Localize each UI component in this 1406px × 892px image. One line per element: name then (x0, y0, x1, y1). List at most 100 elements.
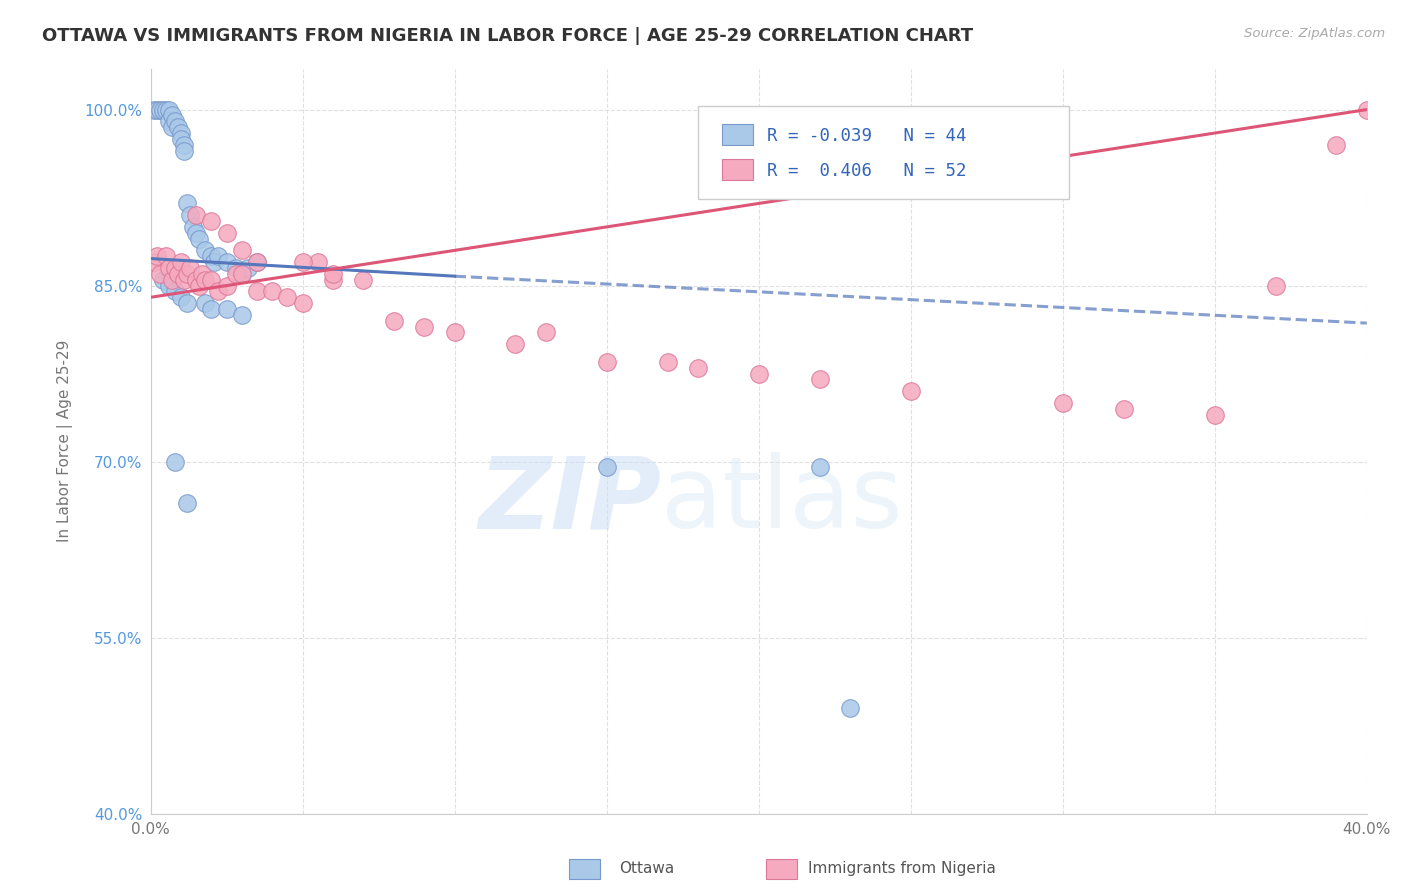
Point (142, 255, 165, 269)
Point (163, 454, 186, 468)
Text: R =  0.406   N = 52: R = 0.406 N = 52 (768, 161, 967, 179)
Text: ZIP: ZIP (478, 452, 661, 549)
Point (246, 285, 269, 299)
Point (186, 226, 208, 240)
Point (170, 290, 193, 304)
Point (443, 326, 465, 340)
Point (322, 267, 344, 281)
Point (167, 267, 190, 281)
Point (145, 103, 167, 117)
Point (157, 114, 180, 128)
Point (1204, 408, 1226, 422)
Point (167, 120, 190, 135)
Point (194, 296, 217, 310)
Bar (766, 859, 797, 879)
Point (246, 255, 269, 269)
Point (186, 208, 208, 222)
Point (155, 103, 177, 117)
FancyBboxPatch shape (723, 159, 752, 179)
Point (179, 260, 201, 275)
Point (686, 360, 709, 375)
Point (1052, 396, 1074, 410)
Point (534, 326, 557, 340)
Point (808, 460, 831, 475)
Point (215, 226, 238, 240)
Point (188, 232, 211, 246)
Point (179, 208, 201, 222)
Text: OTTAWA VS IMMIGRANTS FROM NIGERIA IN LABOR FORCE | AGE 25-29 CORRELATION CHART: OTTAWA VS IMMIGRANTS FROM NIGERIA IN LAB… (42, 27, 973, 45)
FancyBboxPatch shape (723, 124, 752, 145)
Point (225, 267, 247, 281)
Point (596, 355, 619, 369)
Point (160, 120, 183, 135)
Point (204, 255, 226, 269)
Point (231, 244, 253, 258)
Point (200, 273, 222, 287)
Point (215, 301, 238, 316)
Point (149, 103, 172, 117)
FancyBboxPatch shape (697, 106, 1069, 199)
Point (291, 255, 314, 269)
Point (155, 249, 177, 263)
Point (149, 267, 172, 281)
Point (191, 267, 214, 281)
Point (173, 273, 195, 287)
Point (262, 285, 284, 299)
Point (353, 273, 375, 287)
Point (160, 108, 183, 122)
Point (207, 285, 229, 299)
Point (215, 255, 238, 269)
Bar (569, 859, 600, 879)
Point (900, 384, 922, 399)
Y-axis label: In Labor Force | Age 25-29: In Labor Force | Age 25-29 (58, 340, 73, 542)
Point (157, 103, 180, 117)
Point (657, 355, 679, 369)
Point (157, 278, 180, 293)
Text: atlas: atlas (661, 452, 903, 549)
Point (1326, 137, 1348, 152)
Point (173, 144, 195, 158)
Point (200, 249, 222, 263)
Point (215, 278, 238, 293)
Point (596, 460, 619, 475)
Point (236, 260, 259, 275)
Point (1112, 401, 1135, 416)
Point (839, 701, 862, 715)
Point (145, 249, 167, 263)
Point (382, 314, 405, 328)
Point (160, 273, 183, 287)
Point (413, 319, 436, 334)
Point (307, 255, 329, 269)
Text: Ottawa: Ottawa (619, 861, 673, 876)
Point (200, 301, 222, 316)
Point (176, 196, 198, 211)
Point (225, 260, 247, 275)
Point (173, 137, 195, 152)
Point (186, 273, 208, 287)
Point (322, 273, 344, 287)
Point (170, 255, 193, 269)
Point (157, 260, 180, 275)
Point (200, 214, 222, 228)
Point (188, 278, 211, 293)
Point (176, 296, 198, 310)
Point (748, 367, 770, 381)
Point (163, 114, 186, 128)
Text: Immigrants from Nigeria: Immigrants from Nigeria (808, 861, 997, 876)
Point (170, 132, 193, 146)
Point (1355, 103, 1378, 117)
Point (176, 495, 198, 509)
Point (276, 290, 298, 304)
Point (246, 255, 269, 269)
Point (207, 249, 229, 263)
Point (231, 267, 253, 281)
Point (176, 267, 198, 281)
Text: R = -0.039   N = 44: R = -0.039 N = 44 (768, 127, 967, 145)
Text: Source: ZipAtlas.com: Source: ZipAtlas.com (1244, 27, 1385, 40)
Point (505, 337, 527, 351)
Point (231, 267, 253, 281)
Point (163, 260, 186, 275)
Point (808, 372, 831, 386)
Point (170, 126, 193, 140)
Point (181, 219, 204, 234)
